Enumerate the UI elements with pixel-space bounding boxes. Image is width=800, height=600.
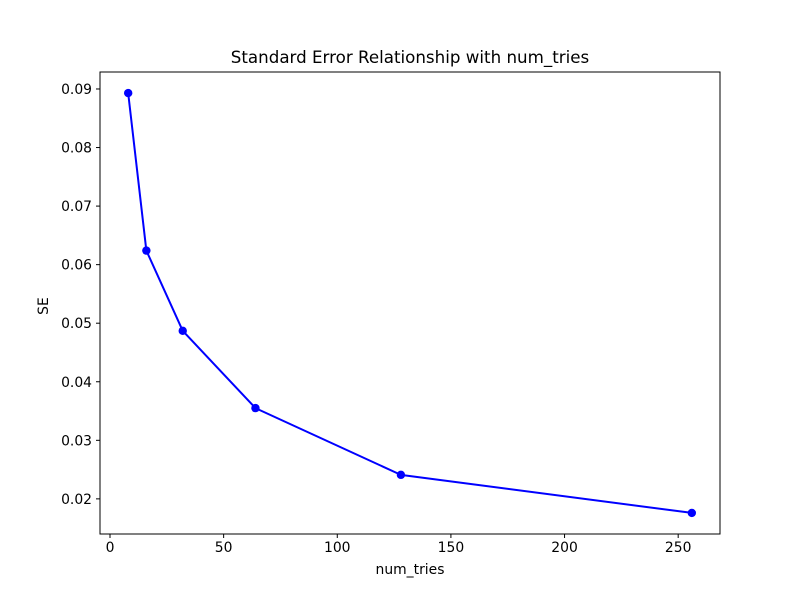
data-point-marker <box>178 326 187 336</box>
y-tick-label: 0.06 <box>61 258 92 274</box>
series-line <box>127 92 693 514</box>
y-tick-label: 0.08 <box>61 141 92 157</box>
x-tick-label: 0 <box>106 540 115 556</box>
plot-area <box>99 71 721 535</box>
y-tick-label: 0.09 <box>61 82 92 98</box>
x-tick-label: 250 <box>665 540 692 556</box>
data-point-marker <box>142 246 151 255</box>
data-point-marker <box>687 508 697 518</box>
data-point-marker <box>123 88 133 98</box>
x-axis-label: num_tries <box>376 562 445 578</box>
data-point-marker <box>396 470 406 480</box>
y-tick-label: 0.05 <box>61 316 92 332</box>
y-tick-label: 0.03 <box>61 433 92 449</box>
y-tick-label: 0.07 <box>61 199 92 215</box>
x-tick-label: 200 <box>551 540 578 556</box>
x-tick-label: 50 <box>215 540 233 556</box>
data-point-marker <box>251 403 260 413</box>
data-series <box>123 88 697 518</box>
y-axis-ticks: 0.02 0.03 0.04 0.05 0.06 0.07 0.08 0.09 <box>61 82 100 508</box>
y-tick-label: 0.04 <box>61 375 92 391</box>
x-tick-label: 100 <box>324 540 351 556</box>
chart-title: Standard Error Relationship with num_tri… <box>231 47 589 68</box>
y-tick-label: 0.02 <box>61 492 92 508</box>
x-axis-ticks: 0 50 100 150 200 250 <box>106 534 692 556</box>
y-axis-label: SE <box>36 297 52 315</box>
x-tick-label: 150 <box>438 540 465 556</box>
